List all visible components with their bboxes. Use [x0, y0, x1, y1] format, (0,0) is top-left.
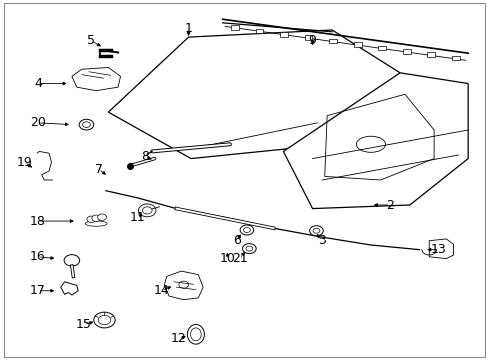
Bar: [353, 42, 361, 47]
Bar: [255, 29, 263, 33]
Circle shape: [92, 215, 101, 221]
Circle shape: [312, 228, 319, 233]
Text: 21: 21: [231, 252, 247, 265]
Polygon shape: [283, 73, 467, 208]
Circle shape: [87, 216, 96, 222]
Circle shape: [98, 315, 111, 325]
Text: 9: 9: [308, 34, 316, 47]
Bar: [328, 39, 336, 44]
Text: 10: 10: [219, 252, 235, 265]
Bar: [230, 25, 238, 30]
Text: 6: 6: [233, 234, 241, 247]
Circle shape: [243, 228, 250, 233]
Polygon shape: [61, 282, 78, 295]
Polygon shape: [428, 239, 453, 258]
Bar: [427, 53, 434, 57]
Text: 1: 1: [184, 22, 192, 35]
Bar: [402, 49, 410, 54]
Text: 3: 3: [318, 234, 325, 247]
Bar: [451, 56, 459, 60]
Text: 5: 5: [87, 34, 95, 47]
Circle shape: [79, 119, 94, 130]
Text: 8: 8: [141, 150, 148, 163]
Ellipse shape: [85, 221, 107, 226]
Ellipse shape: [187, 324, 204, 344]
Polygon shape: [72, 67, 120, 91]
Circle shape: [138, 204, 156, 217]
Circle shape: [94, 312, 115, 328]
Text: 16: 16: [30, 250, 46, 263]
Circle shape: [64, 255, 80, 266]
Text: 14: 14: [154, 284, 169, 297]
Polygon shape: [164, 271, 203, 300]
Text: 11: 11: [129, 211, 145, 224]
Text: 15: 15: [76, 318, 92, 331]
Bar: [280, 32, 287, 37]
Circle shape: [240, 225, 253, 235]
Ellipse shape: [190, 328, 201, 341]
Text: 19: 19: [17, 156, 33, 168]
Text: 13: 13: [430, 243, 446, 256]
Polygon shape: [108, 30, 399, 158]
Text: 18: 18: [30, 215, 46, 228]
Circle shape: [242, 244, 256, 253]
Circle shape: [82, 122, 90, 127]
Bar: [304, 35, 312, 40]
Text: 7: 7: [95, 163, 102, 176]
Text: 17: 17: [30, 284, 46, 297]
Text: 12: 12: [171, 333, 186, 346]
Bar: [378, 46, 386, 50]
Circle shape: [98, 214, 106, 220]
Text: 20: 20: [30, 116, 46, 129]
Circle shape: [245, 246, 252, 251]
Circle shape: [309, 226, 323, 236]
Text: 2: 2: [386, 198, 393, 212]
Circle shape: [142, 207, 152, 214]
Text: 4: 4: [34, 77, 41, 90]
